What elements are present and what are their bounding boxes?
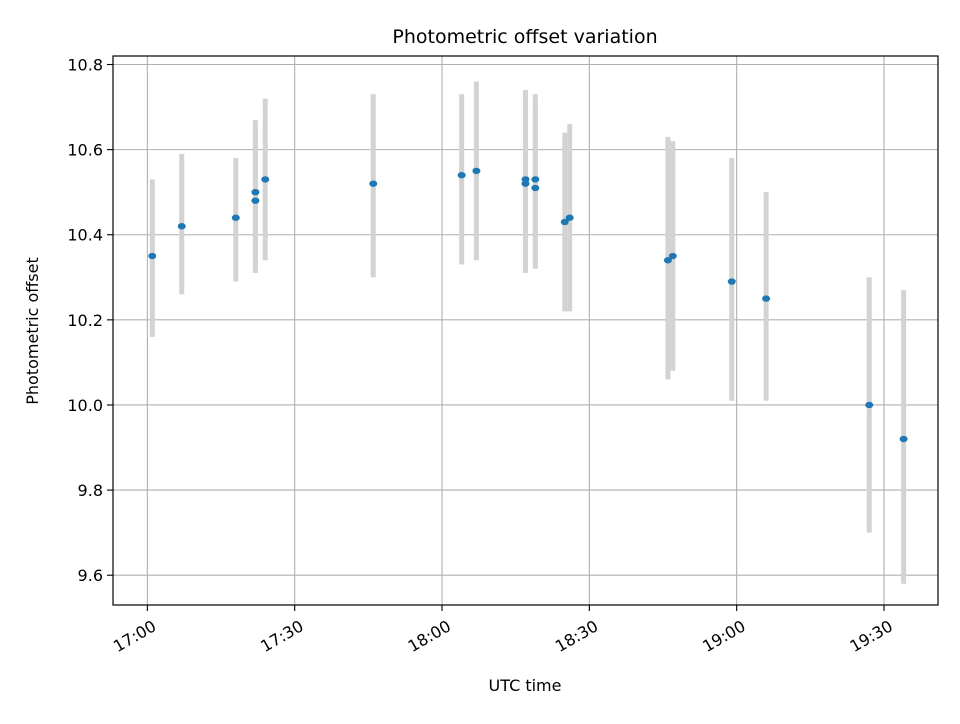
y-tick-label: 10.0 — [67, 396, 103, 415]
y-tick-label: 10.2 — [67, 311, 103, 330]
data-point — [531, 184, 540, 192]
y-axis-label: Photometric offset — [23, 257, 42, 405]
data-point — [251, 197, 260, 204]
chart-title: Photometric offset variation — [392, 26, 657, 48]
plot-frame — [112, 55, 939, 606]
x-axis-label: UTC time — [489, 676, 562, 695]
data-point — [521, 180, 530, 187]
y-tick-label: 10.4 — [67, 226, 103, 245]
data-point — [668, 252, 677, 260]
data-point — [560, 218, 569, 226]
data-point — [663, 257, 672, 264]
data-point — [148, 252, 157, 260]
y-axis-ticks: 9.6 9.8 10.0 10.2 10.4 10.6 10.8 — [67, 56, 113, 585]
y-tick-label: 10.6 — [67, 141, 103, 160]
data-point — [251, 188, 260, 196]
data-point — [531, 176, 540, 183]
data-point — [231, 214, 240, 221]
grid-lines — [113, 56, 938, 605]
y-tick-label: 9.6 — [78, 566, 103, 585]
data-points — [148, 167, 908, 443]
data-point — [369, 180, 378, 187]
data-point — [762, 295, 771, 302]
y-tick-label: 9.8 — [78, 481, 103, 500]
data-point — [457, 171, 466, 179]
data-point — [177, 223, 186, 230]
data-point — [261, 176, 270, 183]
data-point — [727, 278, 736, 285]
data-point — [472, 167, 481, 175]
data-point — [899, 435, 908, 443]
y-tick-label: 10.8 — [67, 56, 103, 75]
data-point — [565, 214, 574, 221]
data-point — [865, 401, 874, 409]
